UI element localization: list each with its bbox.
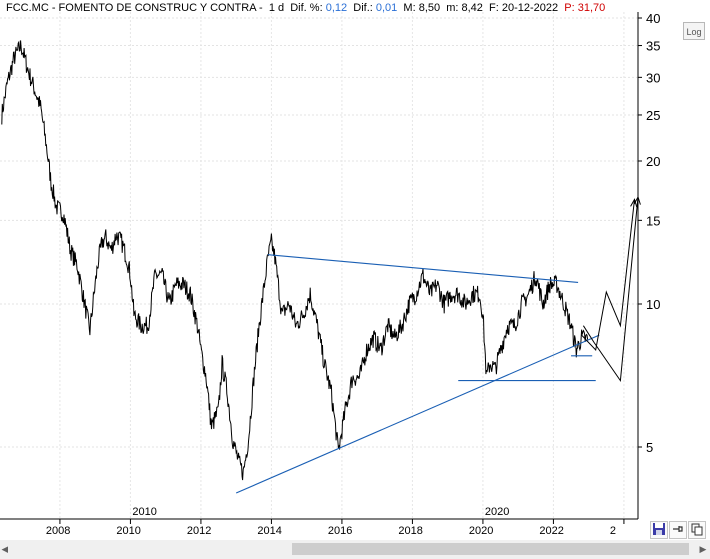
max-label: M: 8,50 [403, 2, 441, 14]
x-axis-labels: 2008 2010 2012 2014 2016 2018 2020 2022 2 [46, 519, 625, 537]
trendline [235, 334, 600, 494]
per-value: 31,70 [577, 2, 606, 14]
trendline [267, 254, 579, 284]
ticker-label: FCC.MC - FOMENTO DE CONSTRUC Y CONTRA - [6, 2, 263, 14]
y-tick-label: 20 [646, 154, 660, 169]
trendlines [235, 254, 600, 494]
grid [0, 12, 638, 519]
dif-value: 0,01 [375, 2, 398, 14]
y-tick-label: 25 [646, 108, 660, 123]
y-axis-labels: 5 10 15 20 25 30 35 40 [638, 11, 660, 455]
dif-label: Dif.: [353, 2, 373, 14]
x-tick-label: 2014 [257, 525, 281, 537]
pin-button[interactable] [669, 521, 687, 539]
x-tick-label: 2022 [539, 525, 563, 537]
projection-path [582, 196, 639, 383]
x-tick-label: 2018 [398, 525, 422, 537]
x-tick-label: 2 [610, 525, 616, 537]
log-scale-toggle[interactable]: Log [683, 22, 705, 40]
date-label: F: 20-12-2022 [489, 2, 559, 14]
dif-pct-label: Dif. %: [290, 2, 323, 14]
pin-icon [673, 526, 683, 532]
price-series [1, 40, 589, 481]
y-tick-label: 10 [646, 297, 660, 312]
projection-arrowhead [630, 198, 638, 208]
x-tick-label: 2016 [328, 525, 352, 537]
y-tick-label: 5 [646, 440, 653, 455]
projections [581, 195, 641, 383]
scroll-thumb[interactable] [292, 543, 689, 555]
x-tick-label: 2012 [187, 525, 211, 537]
chart-header: FCC.MC - FOMENTO DE CONSTRUC Y CONTRA - … [6, 2, 605, 14]
scroll-right-arrow[interactable]: ▶ [699, 544, 707, 554]
x-tick-label: 2020 [469, 525, 493, 537]
copy-icon [691, 523, 703, 536]
scroll-left-arrow[interactable]: ◀ [1, 544, 9, 554]
min-label: m: 8,42 [446, 2, 483, 14]
projection-path [581, 199, 635, 352]
y-tick-label: 35 [646, 39, 660, 54]
save-icon [653, 523, 665, 535]
decade-marker: 2010 [132, 506, 156, 518]
decade-markers: 2010 2020 [132, 506, 509, 518]
per-label: P: [564, 2, 575, 14]
y-tick-label: 30 [646, 70, 660, 85]
x-tick-label: 2010 [116, 525, 140, 537]
dif-pct-value: 0,12 [325, 2, 348, 14]
decade-marker: 2020 [485, 506, 509, 518]
x-tick-label: 2008 [46, 525, 70, 537]
period-label: 1 d [268, 2, 285, 14]
price-line [1, 40, 589, 481]
y-tick-label: 40 [646, 11, 660, 26]
y-tick-label: 15 [646, 213, 660, 228]
copy-button[interactable] [688, 521, 706, 539]
save-button[interactable] [650, 521, 668, 539]
